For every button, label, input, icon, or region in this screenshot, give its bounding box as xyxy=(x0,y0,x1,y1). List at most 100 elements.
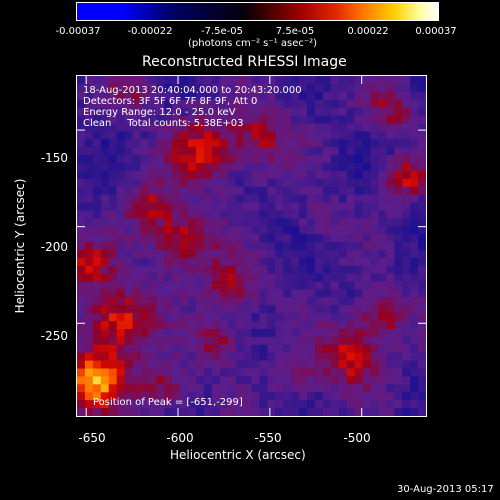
heatmap-cell xyxy=(219,107,229,117)
heatmap-cell xyxy=(283,210,292,219)
heatmap-cell xyxy=(370,218,380,227)
heatmap-cell xyxy=(354,218,364,227)
heatmap-cell xyxy=(148,162,157,172)
heatmap-cell xyxy=(402,329,411,338)
heatmap-cell xyxy=(92,289,102,298)
heatmap-cell xyxy=(211,289,221,298)
heatmap-cell xyxy=(275,257,284,267)
heatmap-cell xyxy=(370,289,380,298)
heatmap-cell xyxy=(243,376,253,385)
heatmap-cell xyxy=(370,194,380,204)
heatmap-cell xyxy=(219,147,229,156)
heatmap-cell xyxy=(124,352,134,362)
heatmap-cell xyxy=(251,99,261,109)
heatmap-cell xyxy=(354,376,364,385)
heatmap-cell xyxy=(267,210,276,219)
heatmap-cell xyxy=(172,297,181,306)
heatmap-cell xyxy=(275,352,284,362)
heatmap-cell xyxy=(108,178,118,188)
heatmap-cell xyxy=(211,147,221,156)
heatmap-cell xyxy=(346,99,356,109)
heatmap-cell xyxy=(148,249,157,259)
heatmap-cell xyxy=(410,249,419,259)
heatmap-cell xyxy=(124,147,134,156)
heatmap-cell xyxy=(84,249,94,259)
heatmap-cell xyxy=(203,297,213,306)
heatmap-cell xyxy=(251,76,261,85)
heatmap-cell xyxy=(354,265,364,275)
heatmap-cell xyxy=(180,76,189,85)
heatmap-cell xyxy=(124,408,134,416)
heatmap-cell xyxy=(116,226,126,235)
heatmap-cell xyxy=(346,329,356,338)
heatmap-cell xyxy=(116,392,126,401)
heatmap-cell xyxy=(283,194,292,204)
heatmap-cell xyxy=(299,321,308,330)
heatmap-cell xyxy=(132,155,142,164)
heatmap-cell xyxy=(314,257,324,267)
heatmap-cell xyxy=(314,76,324,85)
heatmap-cell xyxy=(330,162,340,172)
heatmap-cell xyxy=(140,99,149,109)
heatmap-cell xyxy=(418,273,426,283)
heatmap-cell xyxy=(108,139,118,148)
heatmap-cell xyxy=(299,178,308,188)
heatmap-cell xyxy=(211,178,221,188)
heatmap-cell xyxy=(418,234,426,243)
heatmap-cell xyxy=(378,162,387,172)
heatmap-cell xyxy=(108,107,118,117)
heatmap-cell xyxy=(92,305,102,314)
heatmap-cell xyxy=(346,249,356,259)
heatmap-cell xyxy=(314,384,324,393)
heatmap-cell xyxy=(100,234,110,243)
heatmap-cell xyxy=(235,218,245,227)
heatmap-cell xyxy=(219,123,229,132)
heatmap-cell xyxy=(418,202,426,212)
heatmap-cell xyxy=(275,155,284,164)
heatmap-cell xyxy=(84,202,94,212)
heatmap-cell xyxy=(267,400,276,409)
heatmap-cell xyxy=(180,91,189,101)
heatmap-cell xyxy=(418,289,426,298)
heatmap-cell xyxy=(410,155,419,164)
heatmap-cell xyxy=(314,313,324,322)
heatmap-cell xyxy=(370,344,380,354)
heatmap-cell xyxy=(283,155,292,164)
heatmap-cell xyxy=(267,76,276,85)
heatmap-cell xyxy=(188,368,197,378)
heatmap-cell xyxy=(267,376,276,385)
heatmap-cell xyxy=(386,400,395,409)
heatmap-cell xyxy=(322,368,332,378)
heatmap-cell xyxy=(108,194,118,204)
heatmap-cell xyxy=(108,99,118,109)
heatmap-cell xyxy=(132,329,142,338)
heatmap-cell xyxy=(211,83,221,93)
heatmap-cell xyxy=(235,76,245,85)
heatmap-cell xyxy=(116,321,126,330)
heatmap-cell xyxy=(148,202,157,212)
heatmap-cell xyxy=(275,305,284,314)
heatmap-cell xyxy=(77,194,86,204)
heatmap-cell xyxy=(156,368,165,378)
heatmap-cell xyxy=(140,376,149,385)
heatmap-cell xyxy=(92,178,102,188)
heatmap-cell xyxy=(116,329,126,338)
heatmap-cell xyxy=(227,329,237,338)
heatmap-cell xyxy=(156,83,165,93)
heatmap-cell xyxy=(116,170,126,180)
heatmap-cell xyxy=(108,234,118,243)
heatmap-cell xyxy=(259,400,268,409)
heatmap-cell xyxy=(188,289,197,298)
heatmap-cell xyxy=(267,273,276,283)
heatmap-cell xyxy=(386,329,395,338)
heatmap-cell xyxy=(116,123,126,132)
heatmap-cell xyxy=(156,107,165,117)
heatmap-cell xyxy=(92,131,102,140)
heatmap-cell xyxy=(140,162,149,172)
heatmap-cell xyxy=(402,257,411,267)
heatmap-cell xyxy=(140,194,149,204)
heatmap-cell xyxy=(314,99,324,109)
heatmap-cell xyxy=(314,194,324,204)
heatmap-cell xyxy=(402,360,411,370)
heatmap-cell xyxy=(418,123,426,132)
